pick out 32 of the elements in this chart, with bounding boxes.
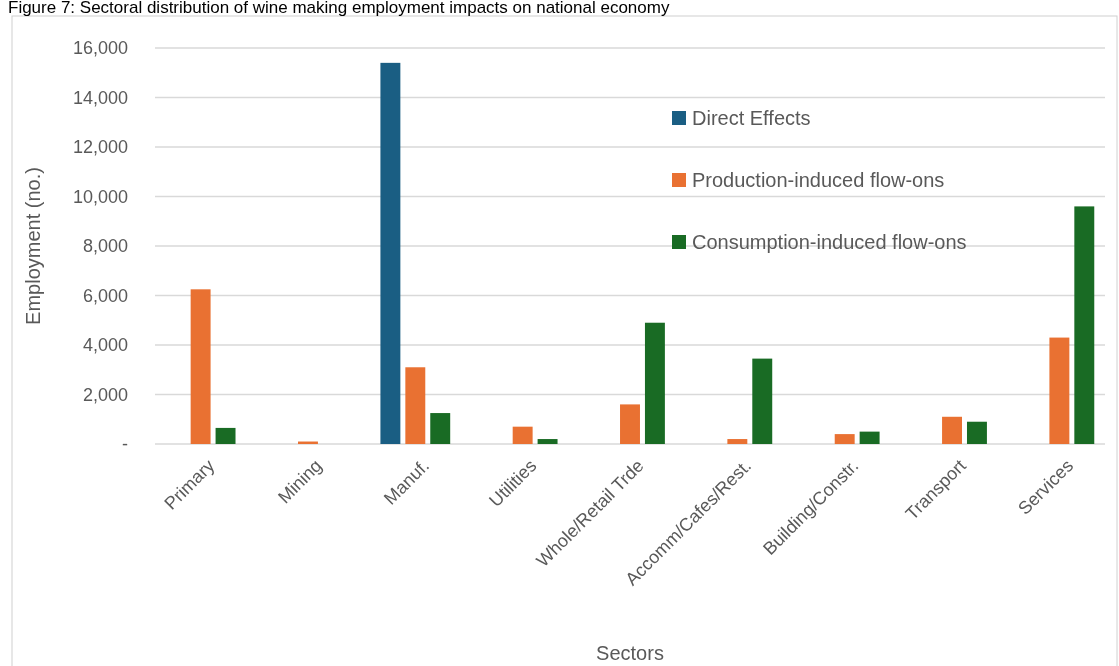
y-tick-label: 16,000 (72, 38, 128, 59)
y-tick-label: 12,000 (72, 137, 128, 158)
bar (859, 431, 880, 444)
y-tick-label: 6,000 (82, 285, 128, 306)
bar (190, 289, 211, 444)
legend-label: Direct Effects (692, 107, 811, 129)
bar (752, 358, 773, 444)
bar (727, 439, 748, 444)
bar (620, 404, 640, 444)
bar (215, 427, 236, 444)
y-axis-title: Employment (no.) (22, 167, 44, 325)
y-tick-label: 10,000 (72, 186, 128, 207)
bar (966, 421, 987, 444)
chart-title: Figure 7: Sectoral distribution of wine making employment impacts on national economy (8, 0, 670, 17)
y-tick-label: 4,000 (82, 335, 128, 356)
x-axis-title: Sectors (596, 642, 664, 664)
bar (405, 367, 426, 444)
y-tick-label: 2,000 (82, 384, 128, 405)
bar (1074, 206, 1095, 444)
legend-label: Production-induced flow-ons (692, 169, 945, 191)
bar (834, 434, 855, 444)
legend-label: Consumption-induced flow-ons (692, 231, 967, 253)
bar (380, 62, 401, 444)
y-tick-label: 14,000 (72, 87, 128, 108)
bar (430, 413, 451, 444)
bar (1049, 337, 1070, 444)
bar (512, 426, 533, 444)
bar (537, 439, 558, 444)
bar (644, 322, 665, 444)
y-tick-label: 8,000 (82, 236, 128, 257)
y-tick-label: - (122, 434, 128, 455)
bar (942, 416, 962, 444)
